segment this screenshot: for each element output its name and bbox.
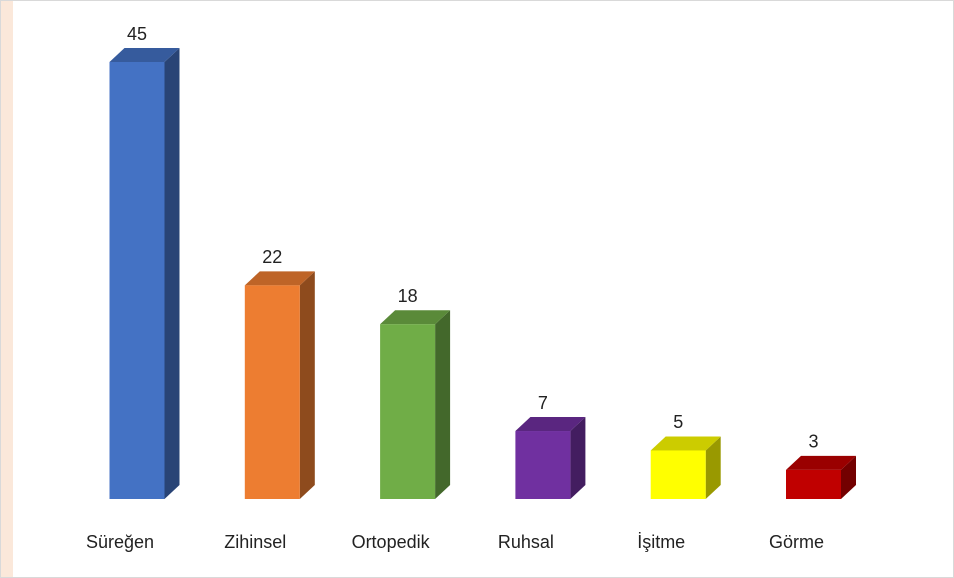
bar-side	[841, 455, 856, 499]
bar	[109, 62, 165, 499]
x-tick-label: Ruhsal	[498, 532, 554, 552]
x-tick-label: Zihinsel	[224, 532, 286, 552]
value-label: 5	[673, 412, 683, 432]
value-label: 3	[808, 432, 818, 452]
value-label: 45	[127, 24, 147, 44]
bar-side	[164, 48, 180, 499]
bar	[515, 431, 571, 499]
bar	[380, 324, 436, 499]
bar-top	[786, 455, 856, 470]
x-tick-label: İşitme	[637, 532, 685, 552]
side-strip	[0, 0, 13, 578]
bar-top	[515, 417, 586, 432]
value-label: 7	[538, 393, 548, 413]
bar-side	[435, 310, 451, 499]
x-tick-label: Ortopedik	[352, 532, 431, 552]
value-label: 22	[262, 247, 282, 267]
bar	[650, 450, 706, 499]
bar-top	[380, 310, 451, 325]
x-tick-label: Süreğen	[86, 532, 154, 552]
bar	[244, 285, 300, 499]
x-tick-label: Görme	[769, 532, 824, 552]
bar-top	[650, 436, 721, 451]
bar-side	[570, 417, 586, 499]
bar	[786, 469, 841, 499]
value-label: 18	[398, 286, 418, 306]
bar-top	[244, 271, 315, 286]
bar-side	[705, 436, 721, 499]
bar-side	[299, 271, 315, 499]
bar-top	[109, 48, 180, 62]
